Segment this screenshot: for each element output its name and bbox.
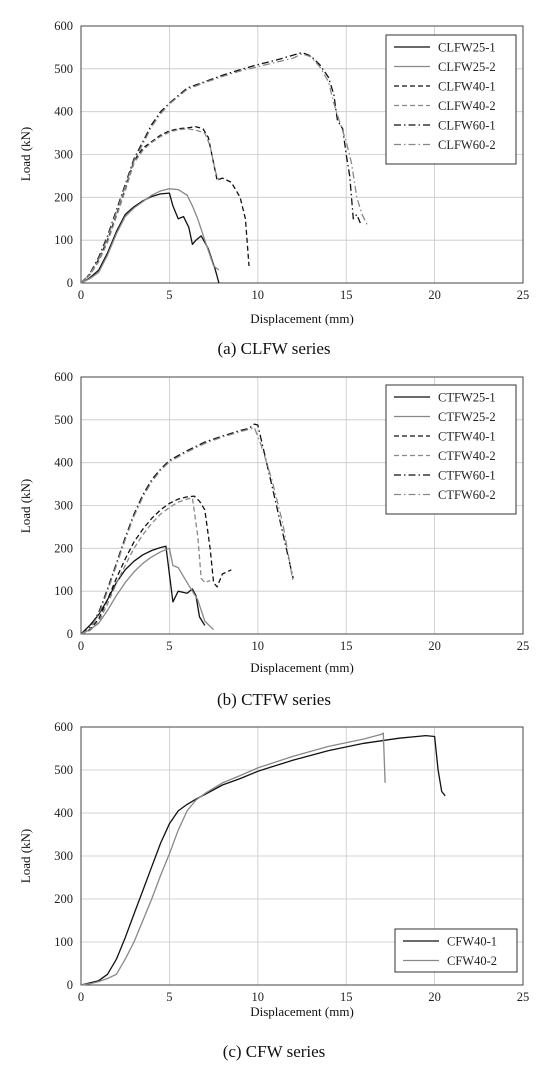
y-tick-label: 500 <box>54 763 73 777</box>
legend-label: CTFW25-2 <box>438 410 496 424</box>
y-tick-label: 300 <box>54 849 73 863</box>
chart-caption: (b) CTFW series <box>217 690 331 709</box>
series-line-ctfw40-1 <box>80 495 232 635</box>
y-tick-label: 0 <box>67 627 73 641</box>
plot-area-frame <box>80 376 524 635</box>
x-tick-label: 25 <box>517 639 530 653</box>
series-line-ctfw60-2 <box>80 426 294 635</box>
x-tick-label: 15 <box>340 990 353 1004</box>
legend-label: CLFW40-2 <box>438 99 496 113</box>
series-line-clfw60-2 <box>80 53 368 284</box>
x-tick-label: 25 <box>517 288 530 302</box>
legend-label: CTFW60-2 <box>438 488 496 502</box>
legend-label: CFW40-1 <box>447 935 497 949</box>
y-tick-label: 200 <box>54 541 73 555</box>
plot-area-frame <box>80 25 524 284</box>
chart-caption: (a) CLFW series <box>218 339 331 358</box>
legend-box <box>385 384 517 515</box>
y-tick-label: 300 <box>54 499 73 513</box>
x-tick-label: 0 <box>78 639 84 653</box>
legend-label: CLFW25-1 <box>438 41 496 55</box>
x-tick-label: 5 <box>166 639 172 653</box>
series-line-ctfw25-1 <box>80 545 206 635</box>
y-tick-label: 600 <box>54 720 73 734</box>
chart-caption: (c) CFW series <box>223 1042 326 1061</box>
y-axis-label: Load (kN) <box>18 479 33 534</box>
legend-label: CLFW60-1 <box>438 119 496 133</box>
legend-label: CTFW40-2 <box>438 449 496 463</box>
legend: CTFW25-1 CTFW25-2 CTFW40-1 CTFW40-2 CTFW60-1… <box>385 384 517 515</box>
series-line-clfw40-1 <box>80 126 250 284</box>
x-axis-label: Displacement (mm) <box>250 660 354 675</box>
x-tick-label: 10 <box>252 288 265 302</box>
y-tick-label: 400 <box>54 105 73 119</box>
x-tick-label: 0 <box>78 990 84 1004</box>
x-tick-label: 5 <box>166 990 172 1004</box>
legend-label: CTFW40-1 <box>438 430 496 444</box>
y-tick-label: 0 <box>67 276 73 290</box>
y-tick-label: 400 <box>54 806 73 820</box>
y-axis-label: Load (kN) <box>18 127 33 182</box>
legend-label: CTFW25-1 <box>438 391 496 405</box>
x-tick-label: 20 <box>428 288 441 302</box>
series-line-ctfw40-2 <box>80 497 211 635</box>
legend-box <box>394 928 518 973</box>
series-line-ctfw60-1 <box>80 423 294 635</box>
legend-label: CLFW60-2 <box>438 138 496 152</box>
x-tick-label: 5 <box>166 288 172 302</box>
series-line-cfw40-1 <box>80 734 446 986</box>
x-axis-label: Displacement (mm) <box>250 1004 354 1019</box>
y-tick-label: 100 <box>54 584 73 598</box>
y-tick-label: 600 <box>54 370 73 384</box>
chart-panel-b: Displacement (mm) Load (kN) (b) CTFW ser… <box>18 370 529 709</box>
x-tick-label: 10 <box>252 990 265 1004</box>
legend-label: CTFW60-1 <box>438 469 496 483</box>
chart-panel-a: Displacement (mm) Load (kN) (a) CLFW ser… <box>18 19 529 358</box>
y-tick-label: 200 <box>54 190 73 204</box>
y-tick-label: 100 <box>54 935 73 949</box>
series-line-clfw25-2 <box>80 188 220 284</box>
series-line-clfw25-1 <box>80 192 220 284</box>
legend-label: CLFW25-2 <box>438 60 496 74</box>
y-tick-label: 300 <box>54 148 73 162</box>
legend-box <box>385 34 517 165</box>
legend: CFW40-1 CFW40-2 <box>394 928 518 973</box>
series-line-clfw60-1 <box>80 51 361 284</box>
y-tick-label: 500 <box>54 413 73 427</box>
y-tick-label: 600 <box>54 19 73 33</box>
y-tick-label: 0 <box>67 978 73 992</box>
legend-label: CFW40-2 <box>447 954 497 968</box>
legend-label: CLFW40-1 <box>438 80 496 94</box>
chart-panel-c: Displacement (mm) Load (kN) (c) CFW seri… <box>18 720 529 1061</box>
x-tick-label: 20 <box>428 639 441 653</box>
series-line-cfw40-2 <box>80 732 386 986</box>
x-tick-label: 15 <box>340 639 353 653</box>
y-axis-label: Load (kN) <box>18 829 33 884</box>
y-tick-label: 200 <box>54 892 73 906</box>
y-tick-label: 100 <box>54 233 73 247</box>
x-axis-label: Displacement (mm) <box>250 311 354 326</box>
series-line-clfw40-2 <box>80 128 220 284</box>
x-tick-label: 15 <box>340 288 353 302</box>
y-tick-label: 400 <box>54 456 73 470</box>
plot-area-frame <box>80 726 524 986</box>
series-line-ctfw25-2 <box>80 547 215 635</box>
y-tick-label: 500 <box>54 62 73 76</box>
x-tick-label: 0 <box>78 288 84 302</box>
x-tick-label: 25 <box>517 990 530 1004</box>
legend: CLFW25-1 CLFW25-2 CLFW40-1 CLFW40-2 CLFW60-1… <box>385 34 517 165</box>
x-tick-label: 20 <box>428 990 441 1004</box>
x-tick-label: 10 <box>252 639 265 653</box>
